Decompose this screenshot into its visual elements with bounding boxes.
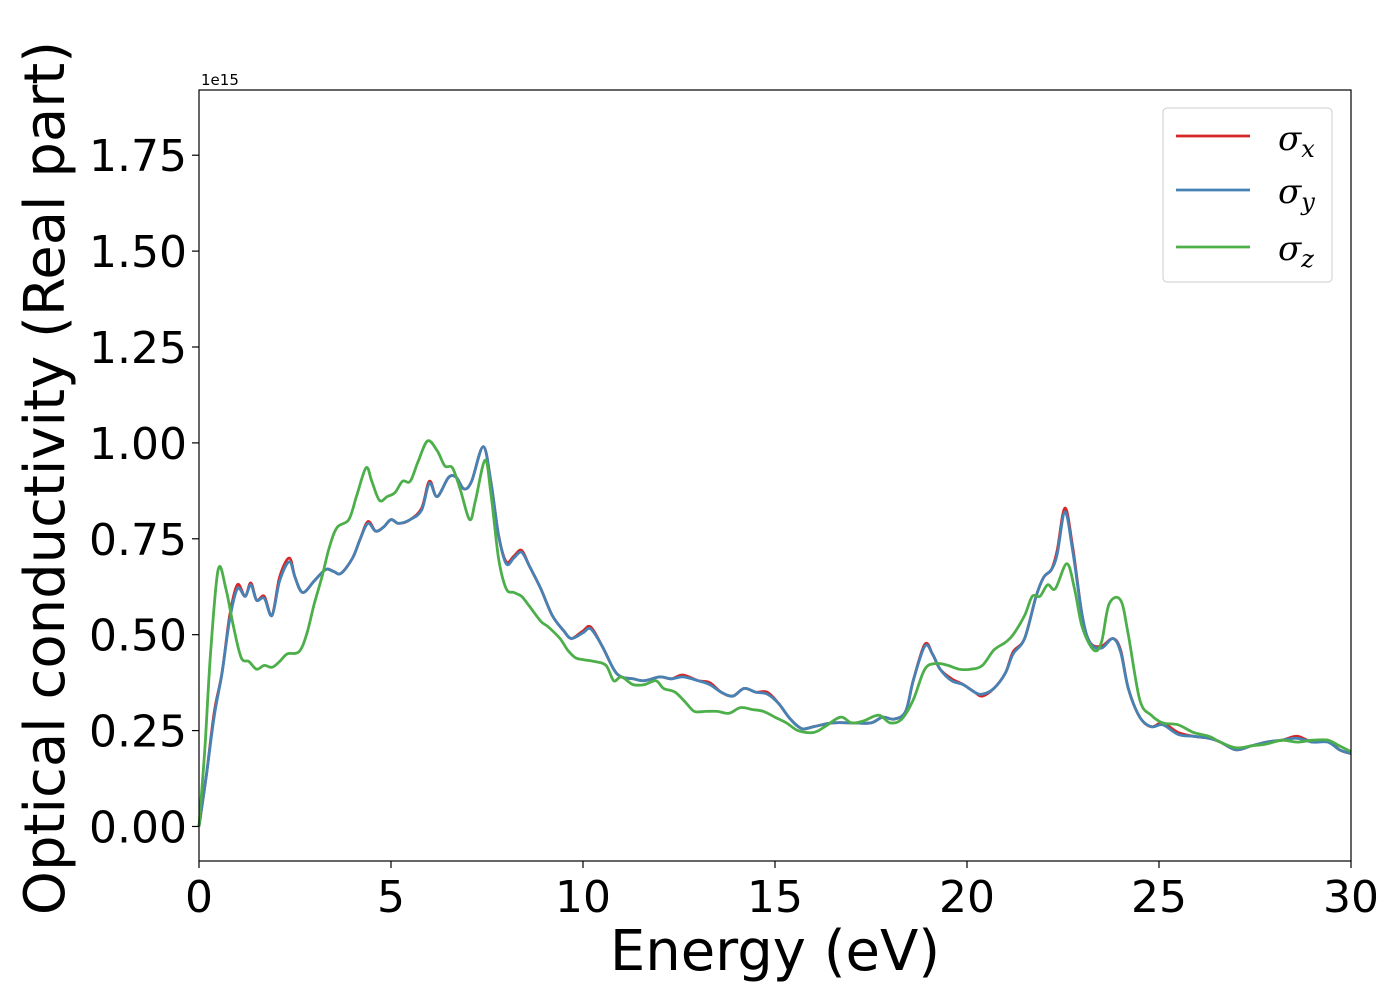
series-line-sigma-z	[197, 439, 1352, 827]
y-axis-ticks: 0.00 0.25 0.50 0.75 1.00 1.25 1.50 1.75	[89, 131, 199, 853]
y-tick-label: 0.50	[89, 611, 187, 662]
x-tick-label: 15	[747, 872, 803, 923]
series-layer	[197, 439, 1352, 827]
y-tick-label: 0.75	[89, 515, 187, 566]
legend-label-sigma-x: σx	[1278, 119, 1315, 163]
y-offset-label: 1e15	[201, 71, 239, 89]
y-axis-title: Optical conductivity (Real part)	[13, 41, 78, 915]
y-tick-label: 1.00	[89, 419, 187, 470]
x-tick-label: 20	[939, 872, 995, 923]
series-line-sigma-y	[197, 445, 1352, 827]
x-tick-label: 30	[1323, 872, 1379, 923]
y-tick-label: 0.25	[89, 707, 187, 758]
x-tick-label: 10	[555, 872, 611, 923]
x-axis-title: Energy (eV)	[610, 919, 940, 984]
y-tick-label: 1.50	[89, 227, 187, 278]
x-tick-label: 5	[377, 872, 405, 923]
y-tick-label: 0.00	[89, 802, 187, 853]
legend-box	[1162, 107, 1333, 283]
x-axis-ticks: 0 5 10 15 20 25 30	[185, 861, 1379, 923]
y-tick-label: 1.25	[89, 323, 187, 374]
x-tick-label: 0	[185, 872, 213, 923]
x-tick-label: 25	[1131, 872, 1187, 923]
y-tick-label: 1.75	[89, 131, 187, 182]
legend-label-sigma-y: σy	[1278, 172, 1315, 216]
legend-label-sigma-z: σz	[1278, 229, 1314, 273]
legend: σx σy σz	[1162, 107, 1333, 283]
